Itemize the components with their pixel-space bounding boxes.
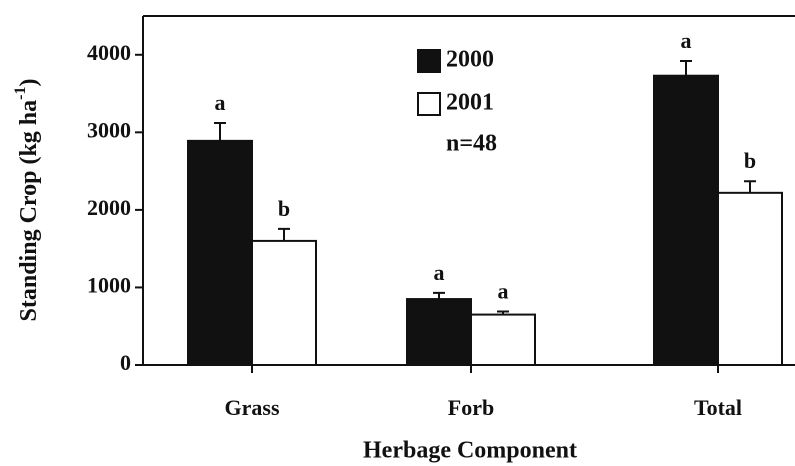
error-bar: [497, 310, 509, 315]
bar: [406, 298, 472, 367]
significance-letter: b: [278, 196, 290, 221]
x-tick-label: Grass: [225, 395, 280, 420]
x-tick-label: Total: [694, 395, 742, 420]
significance-letter: a: [498, 279, 509, 304]
significance-letter: a: [215, 90, 226, 115]
bar: [187, 139, 253, 366]
y-axis-title: Standing Crop (kg ha-1): [12, 79, 42, 322]
legend-label: 2001: [446, 90, 494, 116]
bar: [251, 239, 317, 367]
error-bar: [278, 227, 290, 241]
error-bar: [680, 59, 692, 76]
y-tick-label: 3000: [87, 117, 131, 142]
bar: [717, 191, 783, 366]
y-tick-label: 0: [120, 350, 131, 375]
note: n=48: [446, 131, 497, 157]
bar: [470, 313, 536, 367]
x-axis-title: Herbage Component: [363, 438, 577, 464]
error-bar: [744, 180, 756, 193]
legend-swatch: [417, 92, 441, 116]
y-tick-label: 2000: [87, 195, 131, 220]
x-tick-label: Forb: [448, 395, 494, 420]
y-axis-title-superscript: -1: [12, 87, 29, 100]
error-bar: [214, 122, 226, 141]
legend-label: 2000: [446, 47, 494, 73]
significance-letter: b: [744, 148, 756, 173]
legend-swatch: [417, 49, 441, 73]
y-tick-label: 1000: [87, 272, 131, 297]
y-axis-title-suffix: ): [16, 79, 42, 87]
error-bar: [433, 291, 445, 300]
significance-letter: a: [434, 260, 445, 285]
significance-letter: a: [681, 28, 692, 53]
y-tick-label: 4000: [87, 40, 131, 65]
y-axis-title-text: Standing Crop (kg ha: [16, 100, 42, 322]
bar: [653, 74, 719, 367]
